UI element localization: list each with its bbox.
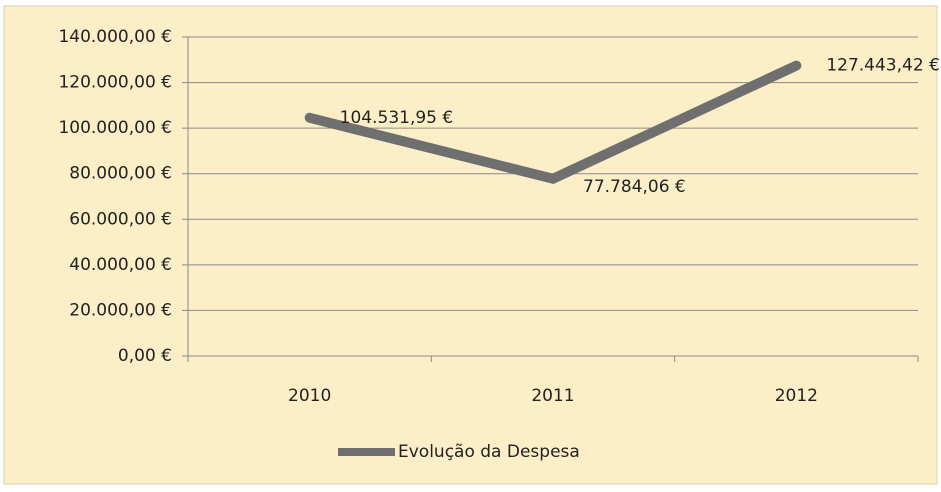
data-line [304,60,802,185]
y-tick-label: 120.000,00 € [58,73,172,93]
x-tick-label: 2011 [531,386,574,406]
legend-label: Evolução da Despesa [398,442,580,462]
y-tick-label: 140.000,00 € [58,27,172,47]
x-tick-label: 2010 [288,386,331,406]
x-tick-label: 2012 [775,386,818,406]
data-label: 77.784,06 € [583,177,686,197]
y-tick-label: 100.000,00 € [58,118,172,138]
data-label: 104.531,95 € [340,108,454,128]
y-tick-label: 20.000,00 € [69,300,172,320]
y-tick-label: 60.000,00 € [69,209,172,229]
chart-background [3,5,938,485]
data-label: 127.443,42 € [826,56,940,76]
y-tick-label: 40.000,00 € [69,255,172,275]
y-tick-label: 80.000,00 € [69,164,172,184]
y-tick-label: 0,00 € [118,346,172,366]
